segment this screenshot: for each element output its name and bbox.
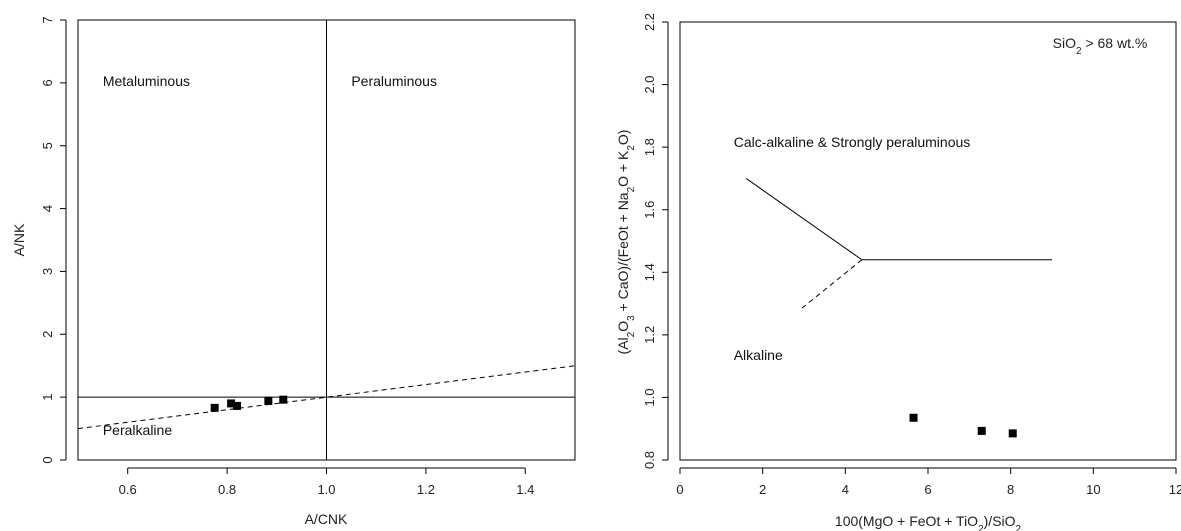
left-data-point <box>233 401 242 410</box>
left-y-tick-label: 7 <box>40 16 55 23</box>
right-x-tick-label: 2 <box>759 482 766 497</box>
right-region-label: Alkaline <box>734 347 783 363</box>
right-x-tick-label: 0 <box>676 482 683 497</box>
left-region-label: Peralkaline <box>103 422 172 438</box>
left-y-tick-label: 0 <box>40 456 55 463</box>
left-x-axis-label: A/CNK <box>305 511 348 527</box>
right-y-tick-label: 1.8 <box>642 138 657 156</box>
right-x-tick-label: 6 <box>924 482 931 497</box>
right-plot-marks: 0 2 4 6 8 10 12 0.8 1.0 1.2 1.4 1.6 1.8 2.0 2.2 Calc-al… <box>642 13 1181 497</box>
right-x-tick-label: 8 <box>1007 482 1014 497</box>
left-region-label: Metaluminous <box>103 73 190 89</box>
right-region-label: Calc-alkaline & Strongly peraluminous <box>734 134 971 150</box>
left-data-point <box>279 395 288 404</box>
left-region-label: Peraluminous <box>351 73 437 89</box>
left-y-tick-label: 5 <box>40 142 55 149</box>
left-y-tick-label: 4 <box>40 205 55 212</box>
left-plot-marks: 0.6 0.8 1.0 1.2 1.4 0 1 2 3 4 5 6 7 Metaluminous Peral… <box>40 16 576 497</box>
left-x-tick-label: 0.6 <box>119 482 137 497</box>
right-y-tick-label: 1.0 <box>642 388 657 406</box>
left-x-tick-label: 1.4 <box>516 482 534 497</box>
right-y-tick-label: 2.2 <box>642 13 657 31</box>
left-data-point <box>210 403 219 412</box>
left-data-point <box>264 396 273 405</box>
left-y-tick-label: 2 <box>40 331 55 338</box>
left-y-tick-label: 6 <box>40 79 55 86</box>
right-y-tick-label: 1.6 <box>642 201 657 219</box>
right-panel: 0 2 4 6 8 10 12 0.8 1.0 1.2 1.4 1.6 1.8 2.0 2.2 Calc-al… <box>615 13 1181 531</box>
left-x-tick-label: 0.8 <box>218 482 236 497</box>
right-data-point <box>1008 429 1017 438</box>
right-x-tick-label: 10 <box>1086 482 1100 497</box>
left-y-tick-label: 1 <box>40 394 55 401</box>
right-y-tick-label: 1.4 <box>642 263 657 281</box>
left-y-tick-label: 3 <box>40 268 55 275</box>
right-plot-frame <box>679 21 1177 461</box>
left-dashed-boundary-line <box>77 365 576 430</box>
left-y-axis-label: A/NK <box>11 223 27 256</box>
right-x-axis-label: 100(MgO + FeOt + TiO2)/SiO2 <box>835 513 1022 531</box>
left-data-point <box>227 399 236 408</box>
right-x-tick-label: 4 <box>842 482 849 497</box>
right-data-point <box>909 413 918 422</box>
left-panel: 0.6 0.8 1.0 1.2 1.4 0 1 2 3 4 5 6 7 Metaluminous Peral… <box>11 16 576 527</box>
right-dashed-boundary-line <box>799 259 863 311</box>
right-x-tick-label: 12 <box>1169 482 1181 497</box>
right-data-point <box>977 426 986 435</box>
left-x-tick-label: 1.2 <box>417 482 435 497</box>
right-y-tick-label: 1.2 <box>642 326 657 344</box>
right-solid-boundary-line <box>745 178 863 261</box>
right-y-tick-label: 0.8 <box>642 451 657 469</box>
right-y-axis-label: (Al2O3 + CaO)/(FeOt + Na2O + K2O) <box>615 130 637 355</box>
left-x-tick-label: 1.0 <box>317 482 335 497</box>
right-y-tick-label: 2.0 <box>642 76 657 94</box>
silica-annotation: SiO2 > 68 wt.% <box>1053 35 1148 57</box>
